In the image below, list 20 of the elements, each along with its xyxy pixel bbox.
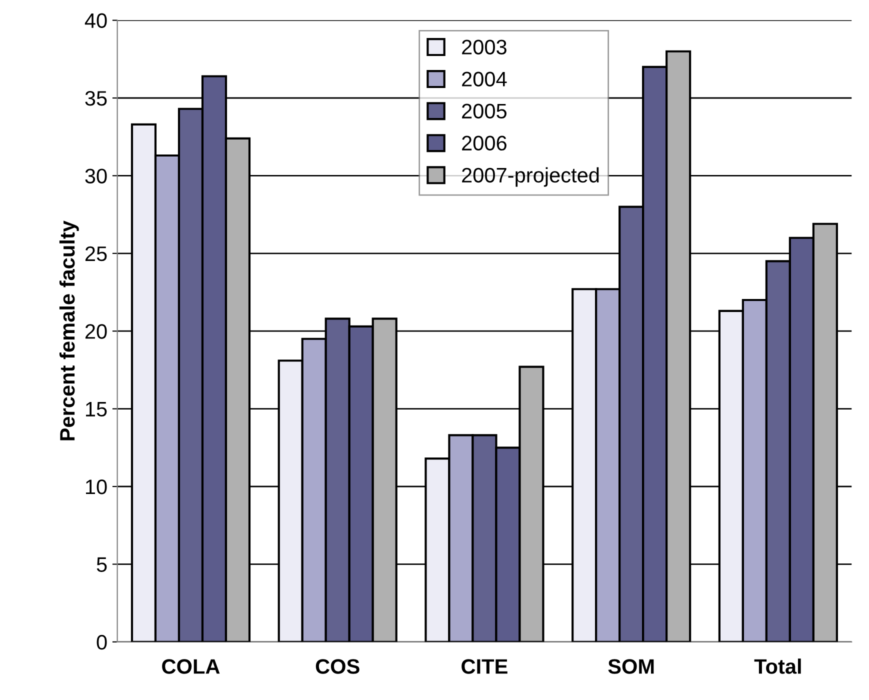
y-tick-label: 10 — [86, 480, 107, 494]
x-tick-label: SOM — [608, 659, 654, 674]
x-tick-label: COLA — [162, 659, 220, 674]
legend-label: 2004 — [462, 72, 507, 86]
y-tick-label: 30 — [85, 168, 107, 184]
y-axis-title: Percent female faculty — [59, 220, 79, 440]
legend-label: 2007-projected — [462, 167, 599, 187]
x-tick-label: CITE — [462, 659, 508, 674]
y-tick-label: 40 — [84, 13, 107, 28]
legend-label: 2005 — [462, 104, 506, 119]
y-tick-label: 25 — [85, 246, 107, 262]
y-tick-label: 35 — [85, 91, 107, 106]
legend-label: 2003 — [462, 40, 506, 54]
x-tick-label: Total — [754, 658, 801, 674]
x-tick-label: COS — [316, 659, 360, 674]
y-tick-label: 20 — [85, 324, 107, 339]
y-tick-label: 15 — [86, 402, 107, 417]
y-tick-label: 0 — [96, 634, 107, 650]
y-tick-label: 5 — [96, 557, 107, 572]
legend-label: 2006 — [462, 136, 506, 151]
